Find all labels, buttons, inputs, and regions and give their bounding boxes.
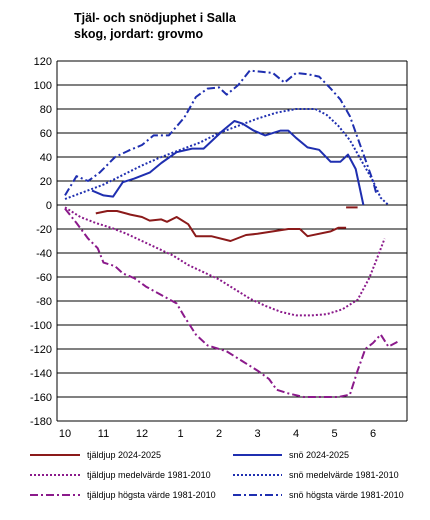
y-tick-label-8: -40	[36, 248, 52, 260]
x-tick-label-4: 2	[216, 428, 222, 440]
x-tick-label-3: 1	[177, 428, 183, 440]
series-line-0	[95, 210, 347, 242]
series-line-4	[64, 108, 390, 206]
series-line-6	[64, 69, 378, 196]
series-line-5	[64, 207, 401, 398]
y-tick-label-13: -140	[30, 368, 52, 380]
y-tick-label-9: -60	[36, 272, 52, 284]
y-tick-label-1: 100	[34, 80, 52, 92]
x-tick-label-2: 12	[136, 428, 148, 440]
series-line-2	[91, 120, 365, 206]
y-tick-label-3: 60	[40, 128, 52, 140]
y-tick-label-14: -160	[30, 392, 52, 404]
y-tick-label-15: -180	[30, 416, 52, 428]
y-tick-label-6: 0	[46, 200, 52, 212]
chart-title-line-1: Tjäl- och snödjuphet i Salla	[74, 11, 236, 25]
y-tick-label-12: -120	[30, 344, 52, 356]
x-tick-label-7: 5	[331, 428, 337, 440]
x-tick-label-0: 10	[59, 428, 71, 440]
chart-title-line-2: skog, jordart: grovmo	[74, 27, 204, 41]
chart-title: Tjäl- och snödjuphet i Salla skog, jorda…	[74, 10, 236, 42]
y-tick-label-2: 80	[40, 104, 52, 116]
x-tick-label-6: 4	[293, 428, 299, 440]
y-tick-label-11: -100	[30, 320, 52, 332]
y-tick-label-10: -80	[36, 296, 52, 308]
y-tick-label-4: 40	[40, 152, 52, 164]
y-tick-label-5: 20	[40, 176, 52, 188]
x-tick-label-5: 3	[254, 428, 260, 440]
y-tick-label-0: 120	[34, 56, 52, 68]
y-tick-label-7: -20	[36, 224, 52, 236]
x-tick-label-8: 6	[370, 428, 376, 440]
x-tick-label-1: 11	[98, 428, 109, 440]
series-line-3	[64, 206, 386, 317]
